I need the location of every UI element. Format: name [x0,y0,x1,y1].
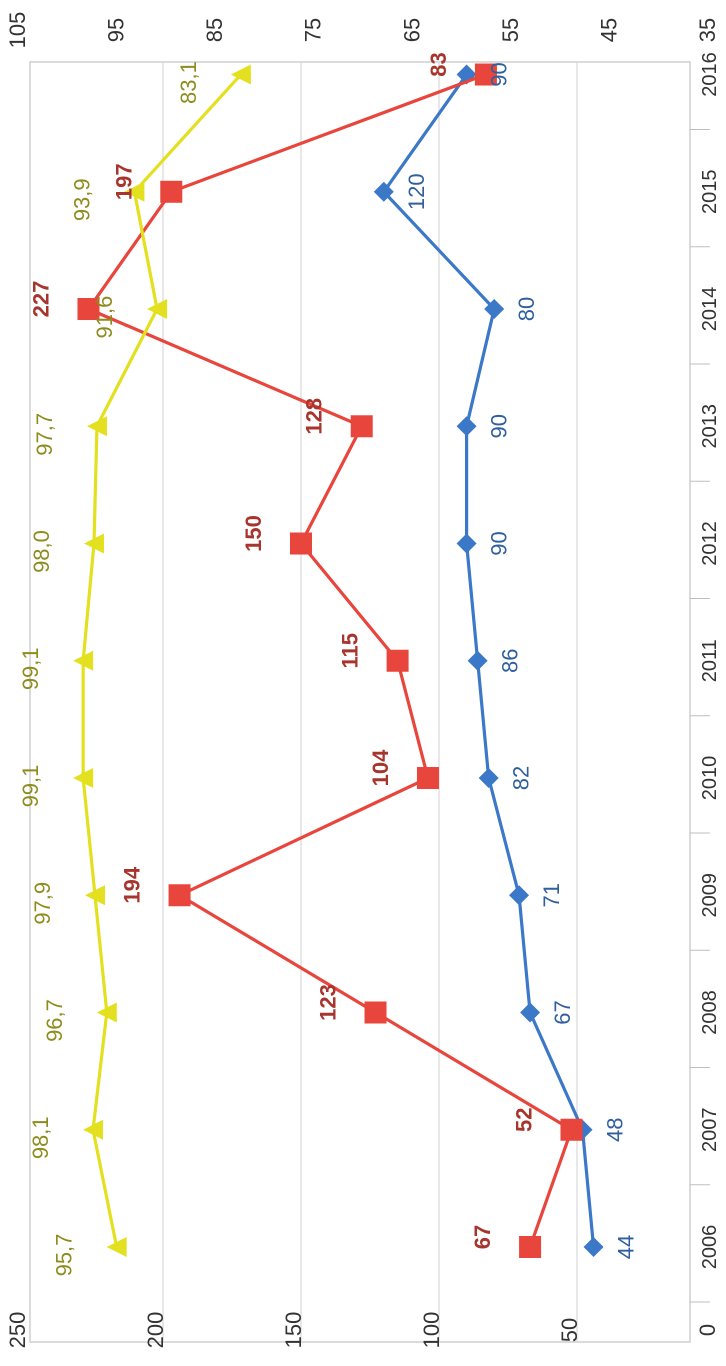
data-point-square [474,63,497,86]
data-point-diamond [484,299,505,320]
data-point-diamond [478,768,499,789]
data-label: 97,9 [30,882,55,925]
label-layer: 44 48 67 71 82 86 90 90 80 120 90 67 52 123 194 104 115 1… [18,52,638,1276]
data-point-diamond [583,1237,604,1257]
data-label: 90 [487,62,512,86]
secondary-tick-label: 35 [695,18,720,42]
data-label: 98,1 [28,1116,53,1159]
data-point-square [386,649,409,672]
category-label: 2010 [699,756,721,801]
data-point-square [168,884,191,907]
data-point-square [77,298,100,321]
data-label: 52 [511,1108,536,1132]
data-label: 128 [302,398,327,435]
data-point-diamond [373,181,394,202]
data-label: 123 [316,984,341,1021]
data-label: 67 [550,1000,575,1024]
data-point-square [364,1001,387,1024]
category-label: 2014 [699,287,721,332]
primary-tick-label: 50 [557,1318,582,1342]
data-point-diamond [456,533,477,554]
data-label: 115 [338,633,363,669]
data-point-triangle [73,650,94,671]
data-point-square [290,532,312,555]
data-label: 150 [241,515,266,552]
data-point-square [519,1236,542,1258]
data-label: 194 [120,866,145,903]
data-point-square [350,415,373,438]
data-label: 83,1 [176,61,201,104]
primary-tick-label: 250 [5,1312,30,1349]
category-label: 2015 [699,170,721,215]
data-label: 90 [487,531,512,555]
data-label: 97,7 [32,413,57,456]
category-label: 2008 [699,990,721,1035]
secondary-tick-label: 75 [301,18,326,42]
data-label: 44 [614,1235,639,1259]
secondary-tick-label: 65 [399,18,424,42]
data-point-triangle [147,299,168,320]
primary-tick-label: 0 [695,1324,720,1336]
data-point-triangle [84,533,104,554]
data-label: 227 [28,281,53,318]
data-point-diamond [467,650,488,671]
category-label: 2016 [699,52,721,97]
data-point-triangle [86,416,107,437]
data-point-triangle [83,1119,104,1140]
category-label: 2006 [699,1225,721,1270]
category-label: 2012 [699,521,721,566]
data-label: 80 [514,297,539,321]
plot-area [29,61,691,1343]
data-point-diamond [456,416,477,437]
axis-layer: 0 50 100 150 200 250 35 45 55 65 75 85 95 105 2006 2007… [5,12,721,1349]
data-label: 96,7 [42,999,67,1042]
secondary-tick-label: 85 [202,18,227,42]
data-label: 48 [603,1118,628,1142]
category-label: 2009 [699,873,721,918]
secondary-tick-label: 55 [498,18,523,42]
data-label: 120 [404,173,429,210]
data-point-square [416,767,439,790]
secondary-tick-label: 105 [5,12,30,49]
data-label: 197 [111,163,136,200]
data-label: 71 [539,883,564,907]
data-point-triangle [106,1237,127,1257]
data-point-triangle [96,1002,117,1023]
data-label: 90 [487,414,512,438]
data-point-triangle [124,181,145,202]
data-label: 83 [426,52,451,76]
data-label: 82 [509,766,534,790]
data-point-diamond [520,1002,541,1023]
data-label: 99,1 [18,765,43,808]
data-label: 86 [498,649,523,673]
data-label: 67 [470,1225,495,1249]
data-label: 95,7 [52,1234,77,1277]
data-point-square [560,1118,583,1141]
category-label: 2007 [699,1108,721,1153]
category-label: 2011 [699,639,721,682]
category-label: 2013 [699,404,721,449]
primary-tick-label: 200 [143,1312,168,1349]
data-point-triangle [73,768,94,789]
secondary-tick-label: 95 [104,18,129,42]
primary-tick-label: 150 [281,1312,306,1349]
data-point-triangle [84,885,105,906]
data-point-square [160,180,183,203]
data-point-diamond [509,885,530,906]
data-label: 98,0 [29,530,54,573]
series-layer [73,63,604,1258]
data-label: 99,1 [18,647,43,690]
data-label: 93,9 [69,178,94,221]
data-point-triangle [230,64,251,85]
data-label: 91,6 [92,296,117,339]
data-label: 104 [368,749,393,786]
primary-tick-label: 100 [419,1312,444,1349]
secondary-tick-label: 45 [596,18,621,42]
